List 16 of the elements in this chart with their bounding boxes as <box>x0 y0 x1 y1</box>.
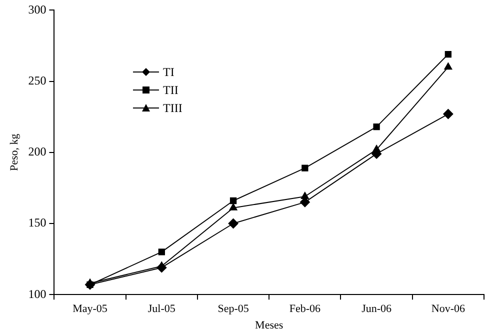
x-tick-label: Jun-06 <box>362 303 392 316</box>
y-tick-label: 200 <box>28 144 46 159</box>
x-tick-label: Sep-05 <box>218 303 250 316</box>
x-axis-title: Meses <box>255 319 284 332</box>
y-tick-label: 100 <box>28 286 46 301</box>
x-tick-label: Nov-06 <box>431 303 466 316</box>
y-tick-label: 300 <box>28 2 46 16</box>
x-tick-label: Jul-05 <box>148 303 176 316</box>
legend-label: TI <box>163 64 174 81</box>
y-axis-title: Peso, kg <box>8 133 20 172</box>
legend-label: TII <box>163 82 178 99</box>
x-tick-label: Feb-06 <box>289 303 321 316</box>
y-tick-label: 250 <box>28 73 46 88</box>
x-tick-label: May-05 <box>72 303 108 316</box>
legend-label: TIII <box>163 100 182 117</box>
y-tick-label: 150 <box>28 216 46 230</box>
